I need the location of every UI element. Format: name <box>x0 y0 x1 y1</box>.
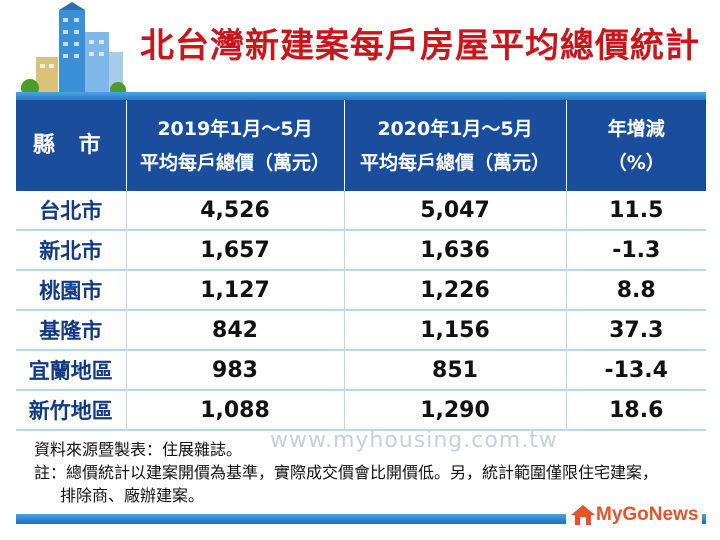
yoy-change: 18.6 <box>566 390 706 431</box>
bottom-accent-bar <box>16 514 706 524</box>
price-2019: 1,657 <box>126 230 345 271</box>
yoy-change: -13.4 <box>566 350 706 391</box>
yoy-change: -1.3 <box>566 230 706 271</box>
table-row: 基隆市 842 1,156 37.3 <box>16 310 706 351</box>
table-row: 桃園市 1,127 1,226 8.8 <box>16 270 706 311</box>
price-2019: 4,526 <box>126 191 345 231</box>
yoy-change: 11.5 <box>566 191 706 231</box>
county-name: 宜蘭地區 <box>16 350 127 391</box>
scope-note-continued: 排除商、廠辦建案。 <box>60 486 205 505</box>
county-name: 台北市 <box>16 191 127 231</box>
logo-text: MyGoNews <box>596 504 699 525</box>
price-2019: 1,127 <box>126 270 345 311</box>
mygonews-logo: MyGoNews <box>566 500 703 530</box>
county-name: 桃園市 <box>16 270 127 311</box>
price-2019: 842 <box>126 310 345 351</box>
table-row: 台北市 4,526 5,047 11.5 <box>16 191 706 231</box>
table-row: 新北市 1,657 1,636 -1.3 <box>16 230 706 271</box>
top-accent-bar <box>16 92 706 102</box>
table-row: 宜蘭地區 983 851 -13.4 <box>16 350 706 391</box>
price-table: 縣 市 2019年1月～5月 平均每戶總價（萬元） 2020年1月～5月 平均每… <box>16 100 706 431</box>
table-row: 新竹地區 1,088 1,290 18.6 <box>16 390 706 431</box>
house-logo-icon <box>571 505 595 525</box>
price-2020: 1,156 <box>344 310 567 351</box>
price-2019: 983 <box>126 350 345 391</box>
footnotes: 資料來源暨製表：住展雜誌。 註：總價統計以建案開價為基準，實際成交價會比開價低。… <box>34 438 704 507</box>
price-2019: 1,088 <box>126 390 345 431</box>
table-header: 縣 市 2019年1月～5月 平均每戶總價（萬元） 2020年1月～5月 平均每… <box>16 100 706 191</box>
county-name: 新北市 <box>16 230 127 271</box>
header-change: 年增減 （%） <box>566 100 706 191</box>
yoy-change: 37.3 <box>566 310 706 351</box>
watermark: www.myhousing.com.tw <box>270 428 558 453</box>
header-2019: 2019年1月～5月 平均每戶總價（萬元） <box>126 100 345 191</box>
yoy-change: 8.8 <box>566 270 706 311</box>
source-note: 資料來源暨製表：住展雜誌。 <box>34 440 243 459</box>
county-name: 基隆市 <box>16 310 127 351</box>
buildings-illustration <box>16 2 132 102</box>
price-2020: 5,047 <box>344 191 567 231</box>
scope-note: 註：總價統計以建案開價為基準，實際成交價會比開價低。另，統計範圍僅限住宅建案， <box>34 463 659 482</box>
price-2020: 1,636 <box>344 230 567 271</box>
price-2020: 1,290 <box>344 390 567 431</box>
page-title: 北台灣新建案每戶房屋平均總價統計 <box>140 26 700 66</box>
price-2020: 1,226 <box>344 270 567 311</box>
price-2020: 851 <box>344 350 567 391</box>
header-county: 縣 市 <box>16 100 127 191</box>
header-2020: 2020年1月～5月 平均每戶總價（萬元） <box>344 100 567 191</box>
county-name: 新竹地區 <box>16 390 127 431</box>
